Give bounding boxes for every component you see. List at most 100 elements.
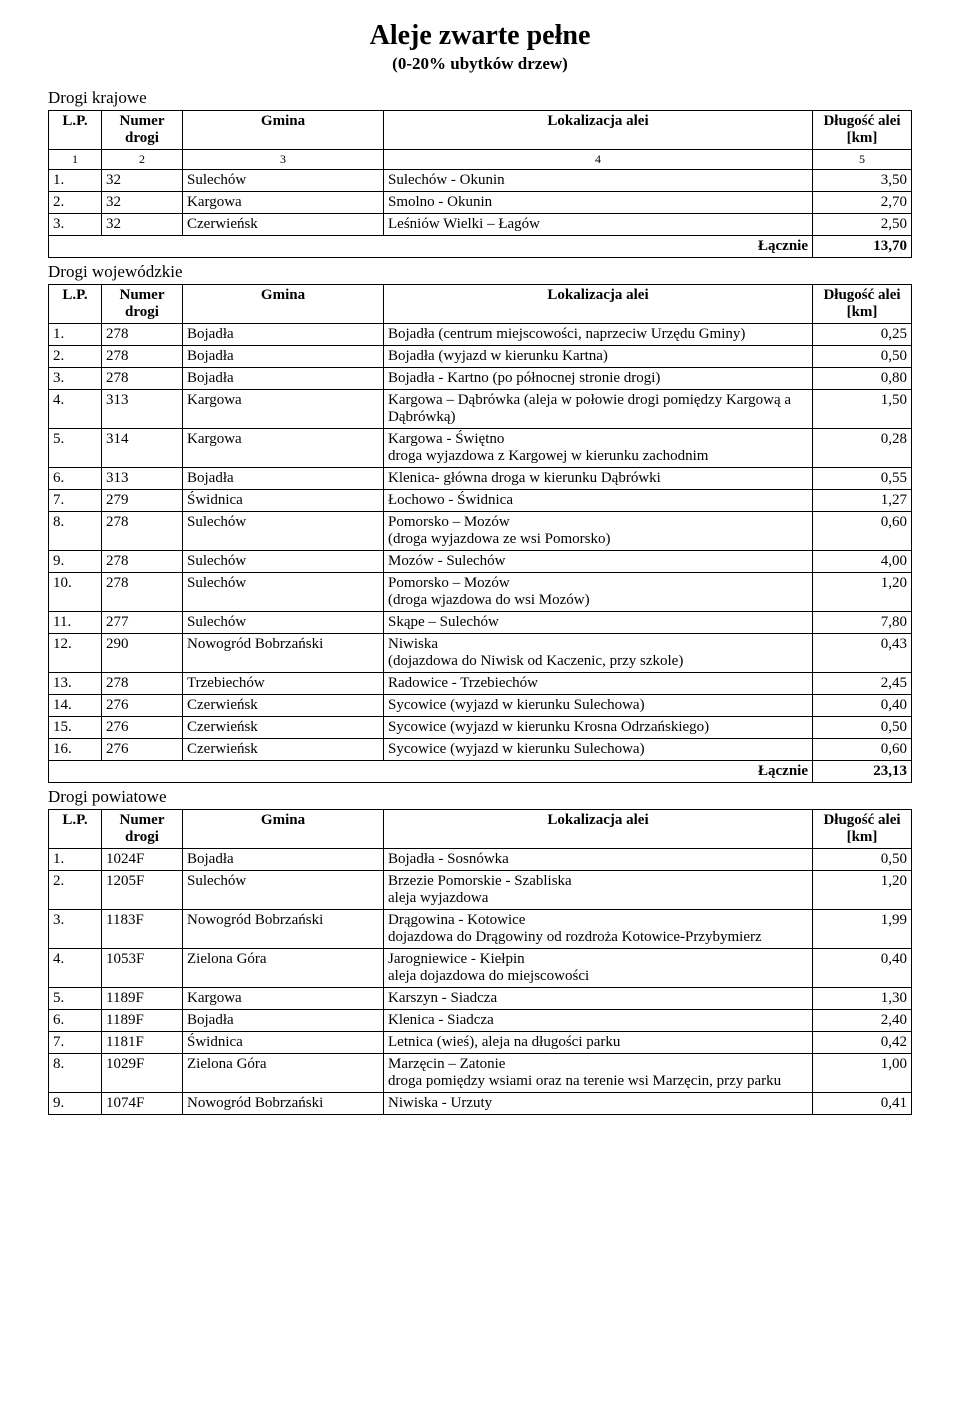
axis-cell: 4 <box>384 150 813 170</box>
cell-lokalizacja: Bojadła (centrum miejscowości, naprzeciw… <box>384 324 813 346</box>
cell-lp: 3. <box>49 368 102 390</box>
cell-lokalizacja: Smolno - Okunin <box>384 192 813 214</box>
table-row: 9.1074FNowogród BobrzańskiNiwiska - Urzu… <box>49 1093 912 1115</box>
table-row: 2.1205FSulechówBrzezie Pomorskie - Szabl… <box>49 871 912 910</box>
cell-lp: 6. <box>49 1010 102 1032</box>
cell-lokalizacja: Bojadła - Sosnówka <box>384 849 813 871</box>
table-row: 14.276CzerwieńskSycowice (wyjazd w kieru… <box>49 695 912 717</box>
cell-dlugosc: 2,70 <box>813 192 912 214</box>
cell-dlugosc: 0,60 <box>813 512 912 551</box>
table-row: 1.1024FBojadłaBojadła - Sosnówka0,50 <box>49 849 912 871</box>
cell-lokalizacja: Skąpe – Sulechów <box>384 612 813 634</box>
cell-dlugosc: 0,50 <box>813 346 912 368</box>
cell-lp: 5. <box>49 429 102 468</box>
cell-numer: 290 <box>102 634 183 673</box>
cell-gmina: Kargowa <box>183 192 384 214</box>
cell-lokalizacja: Pomorsko – Mozów(droga wjazdowa do wsi M… <box>384 573 813 612</box>
page: Aleje zwarte pełne (0-20% ubytków drzew)… <box>0 0 960 1155</box>
cell-numer: 276 <box>102 717 183 739</box>
cell-lp: 7. <box>49 1032 102 1054</box>
col-lokalizacja-header: Lokalizacja alei <box>384 111 813 150</box>
col-numer-header: Numer drogi <box>102 285 183 324</box>
cell-gmina: Czerwieńsk <box>183 214 384 236</box>
cell-lokalizacja: Leśniów Wielki – Łagów <box>384 214 813 236</box>
cell-numer: 32 <box>102 170 183 192</box>
cell-lp: 10. <box>49 573 102 612</box>
cell-lp: 2. <box>49 871 102 910</box>
cell-numer: 313 <box>102 468 183 490</box>
table-row: 16.276CzerwieńskSycowice (wyjazd w kieru… <box>49 739 912 761</box>
total-value: 23,13 <box>813 761 912 783</box>
cell-dlugosc: 0,50 <box>813 717 912 739</box>
cell-numer: 1074F <box>102 1093 183 1115</box>
sections-container: Drogi krajowe L.P.Numer drogiGminaLokaliz… <box>48 88 912 1115</box>
cell-numer: 1189F <box>102 988 183 1010</box>
cell-lokalizacja: Sycowice (wyjazd w kierunku Sulechowa) <box>384 695 813 717</box>
cell-lokalizacja: Letnica (wieś), aleja na długości parku <box>384 1032 813 1054</box>
cell-lokalizacja: Bojadła (wyjazd w kierunku Kartna) <box>384 346 813 368</box>
cell-dlugosc: 0,40 <box>813 949 912 988</box>
cell-gmina: Nowogród Bobrzański <box>183 910 384 949</box>
table-row: 1.32SulechówSulechów - Okunin3,50 <box>49 170 912 192</box>
cell-lokalizacja: Kargowa - Świętnodroga wyjazdowa z Kargo… <box>384 429 813 468</box>
cell-lp: 8. <box>49 1054 102 1093</box>
cell-numer: 1181F <box>102 1032 183 1054</box>
cell-dlugosc: 1,50 <box>813 390 912 429</box>
axis-cell: 2 <box>102 150 183 170</box>
cell-lp: 9. <box>49 1093 102 1115</box>
cell-lokalizacja: Klenica- główna droga w kierunku Dąbrówk… <box>384 468 813 490</box>
col-dlugosc-header: Długość alei [km] <box>813 111 912 150</box>
cell-lp: 9. <box>49 551 102 573</box>
cell-gmina: Bojadła <box>183 468 384 490</box>
table-row: 3.1183FNowogród BobrzańskiDrągowina - Ko… <box>49 910 912 949</box>
cell-lokalizacja: Karszyn - Siadcza <box>384 988 813 1010</box>
table-header-row: L.P.Numer drogiGminaLokalizacja aleiDług… <box>49 810 912 849</box>
cell-numer: 1189F <box>102 1010 183 1032</box>
cell-numer: 1053F <box>102 949 183 988</box>
cell-numer: 276 <box>102 739 183 761</box>
cell-numer: 32 <box>102 214 183 236</box>
cell-gmina: Sulechów <box>183 573 384 612</box>
cell-numer: 1183F <box>102 910 183 949</box>
cell-lp: 3. <box>49 214 102 236</box>
section-table: L.P.Numer drogiGminaLokalizacja aleiDług… <box>48 284 912 783</box>
table-row: 7.1181FŚwidnicaLetnica (wieś), aleja na … <box>49 1032 912 1054</box>
cell-dlugosc: 4,00 <box>813 551 912 573</box>
cell-lokalizacja: Radowice - Trzebiechów <box>384 673 813 695</box>
table-row: 8.1029FZielona GóraMarzęcin – Zatoniedro… <box>49 1054 912 1093</box>
cell-gmina: Bojadła <box>183 346 384 368</box>
cell-gmina: Czerwieńsk <box>183 739 384 761</box>
cell-lp: 12. <box>49 634 102 673</box>
cell-dlugosc: 0,42 <box>813 1032 912 1054</box>
table-row: 2.32KargowaSmolno - Okunin2,70 <box>49 192 912 214</box>
cell-lp: 5. <box>49 988 102 1010</box>
cell-lp: 4. <box>49 949 102 988</box>
cell-gmina: Nowogród Bobrzański <box>183 634 384 673</box>
cell-dlugosc: 2,50 <box>813 214 912 236</box>
cell-gmina: Zielona Góra <box>183 1054 384 1093</box>
table-row: 2.278BojadłaBojadła (wyjazd w kierunku K… <box>49 346 912 368</box>
section-label: Drogi powiatowe <box>48 787 912 807</box>
cell-lokalizacja: Sycowice (wyjazd w kierunku Sulechowa) <box>384 739 813 761</box>
cell-lokalizacja: Niwiska(dojazdowa do Niwisk od Kaczenic,… <box>384 634 813 673</box>
cell-lokalizacja: Brzezie Pomorskie - Szabliskaaleja wyjaz… <box>384 871 813 910</box>
section-label: Drogi krajowe <box>48 88 912 108</box>
cell-gmina: Kargowa <box>183 988 384 1010</box>
cell-numer: 32 <box>102 192 183 214</box>
section-label: Drogi wojewódzkie <box>48 262 912 282</box>
table-row: 7.279ŚwidnicaŁochowo - Świdnica1,27 <box>49 490 912 512</box>
cell-lp: 1. <box>49 849 102 871</box>
cell-dlugosc: 1,00 <box>813 1054 912 1093</box>
cell-dlugosc: 1,27 <box>813 490 912 512</box>
table-row: 6.1189FBojadłaKlenica - Siadcza2,40 <box>49 1010 912 1032</box>
cell-numer: 276 <box>102 695 183 717</box>
table-row: 1.278BojadłaBojadła (centrum miejscowośc… <box>49 324 912 346</box>
cell-numer: 314 <box>102 429 183 468</box>
total-value: 13,70 <box>813 236 912 258</box>
cell-gmina: Zielona Góra <box>183 949 384 988</box>
table-row: 4.1053FZielona GóraJarogniewice - Kiełpi… <box>49 949 912 988</box>
cell-lp: 15. <box>49 717 102 739</box>
col-lokalizacja-header: Lokalizacja alei <box>384 810 813 849</box>
cell-dlugosc: 0,25 <box>813 324 912 346</box>
cell-dlugosc: 3,50 <box>813 170 912 192</box>
